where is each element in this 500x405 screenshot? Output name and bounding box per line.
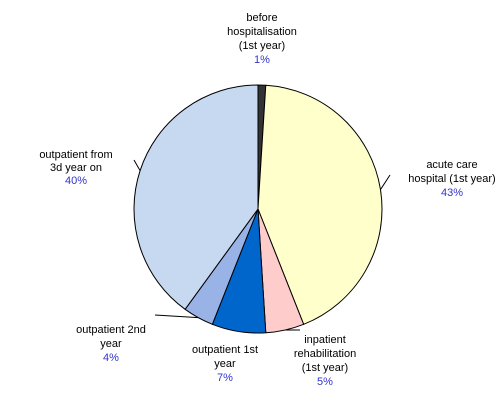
slice-label: rehabilitation [294, 348, 356, 360]
value-label: 4% [103, 352, 119, 364]
slice-label: year [214, 358, 236, 370]
slice-label: (1st year) [239, 40, 285, 52]
slice-label: inpatient [304, 334, 346, 346]
slice-label: hospital (1st year) [408, 173, 495, 185]
leader-line [134, 160, 140, 171]
slice-label: year [100, 338, 122, 350]
slice-label: outpatient 2nd [76, 324, 146, 336]
slice-label: hospitalisation [227, 26, 297, 38]
slice-label: (1st year) [302, 362, 348, 374]
leader-line [380, 175, 390, 190]
slice-label: 3d year on [50, 162, 102, 174]
value-label: 7% [217, 372, 233, 384]
value-label: 40% [65, 175, 87, 187]
slice-label: outpatient from [39, 149, 112, 161]
leader-line [155, 315, 198, 318]
value-label: 1% [254, 54, 270, 66]
value-label: 5% [317, 376, 333, 388]
slice-label: acute care [426, 159, 477, 171]
slice-label: before [246, 12, 277, 24]
value-label: 43% [441, 187, 463, 199]
slice-label: outpatient 1st [192, 344, 258, 356]
